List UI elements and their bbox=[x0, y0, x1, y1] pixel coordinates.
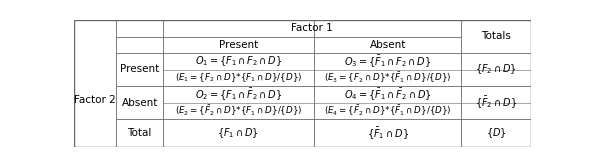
Text: $O_1 = \{F_1 \cap F_2 \cap D\}$: $O_1 = \{F_1 \cap F_2 \cap D\}$ bbox=[195, 54, 282, 68]
Text: $O_2 = \{F_1 \cap \bar{F}_2 \cap D\}$: $O_2 = \{F_1 \cap \bar{F}_2 \cap D\}$ bbox=[195, 87, 282, 102]
Text: Absent: Absent bbox=[122, 98, 158, 108]
Text: $\{\bar{F}_2 \cap D\}$: $\{\bar{F}_2 \cap D\}$ bbox=[475, 95, 517, 111]
Text: Factor 2: Factor 2 bbox=[74, 95, 116, 105]
Text: Present: Present bbox=[219, 40, 258, 50]
Text: Present: Present bbox=[120, 65, 159, 74]
Text: Totals: Totals bbox=[481, 31, 511, 41]
Text: $(E_1 = \{F_2 \cap D\}$*$\{F_1 \cap D\}/\{D\})$: $(E_1 = \{F_2 \cap D\}$*$\{F_1 \cap D\}/… bbox=[175, 72, 302, 84]
Text: Total: Total bbox=[127, 128, 152, 138]
Text: Factor 1: Factor 1 bbox=[291, 23, 333, 33]
Text: $\{D\}$: $\{D\}$ bbox=[486, 126, 506, 140]
Text: $(E_4 = \{\bar{F}_2 \cap D\}$*$\{\bar{F}_1 \cap D\}/\{D\})$: $(E_4 = \{\bar{F}_2 \cap D\}$*$\{\bar{F}… bbox=[324, 104, 451, 118]
Text: $\{\bar{F}_1 \cap D\}$: $\{\bar{F}_1 \cap D\}$ bbox=[366, 125, 409, 141]
Text: $\{F_2 \cap D\}$: $\{F_2 \cap D\}$ bbox=[475, 63, 517, 76]
Text: Absent: Absent bbox=[369, 40, 406, 50]
Text: $O_4 = \{\bar{F}_1 \cap \bar{F}_2 \cap D\}$: $O_4 = \{\bar{F}_1 \cap \bar{F}_2 \cap D… bbox=[344, 87, 431, 102]
Text: $(E_3 = \{F_2 \cap D\}$*$\{\bar{F}_1 \cap D\}/\{D\})$: $(E_3 = \{F_2 \cap D\}$*$\{\bar{F}_1 \ca… bbox=[324, 71, 451, 85]
Text: $O_3 = \{\bar{F}_1 \cap F_2 \cap D\}$: $O_3 = \{\bar{F}_1 \cap F_2 \cap D\}$ bbox=[344, 53, 431, 69]
Text: $\{F_1 \cap D\}$: $\{F_1 \cap D\}$ bbox=[218, 126, 260, 140]
Text: $(E_2 = \{\bar{F}_2 \cap D\}$*$\{F_1 \cap D\}/\{D\})$: $(E_2 = \{\bar{F}_2 \cap D\}$*$\{F_1 \ca… bbox=[175, 104, 302, 118]
